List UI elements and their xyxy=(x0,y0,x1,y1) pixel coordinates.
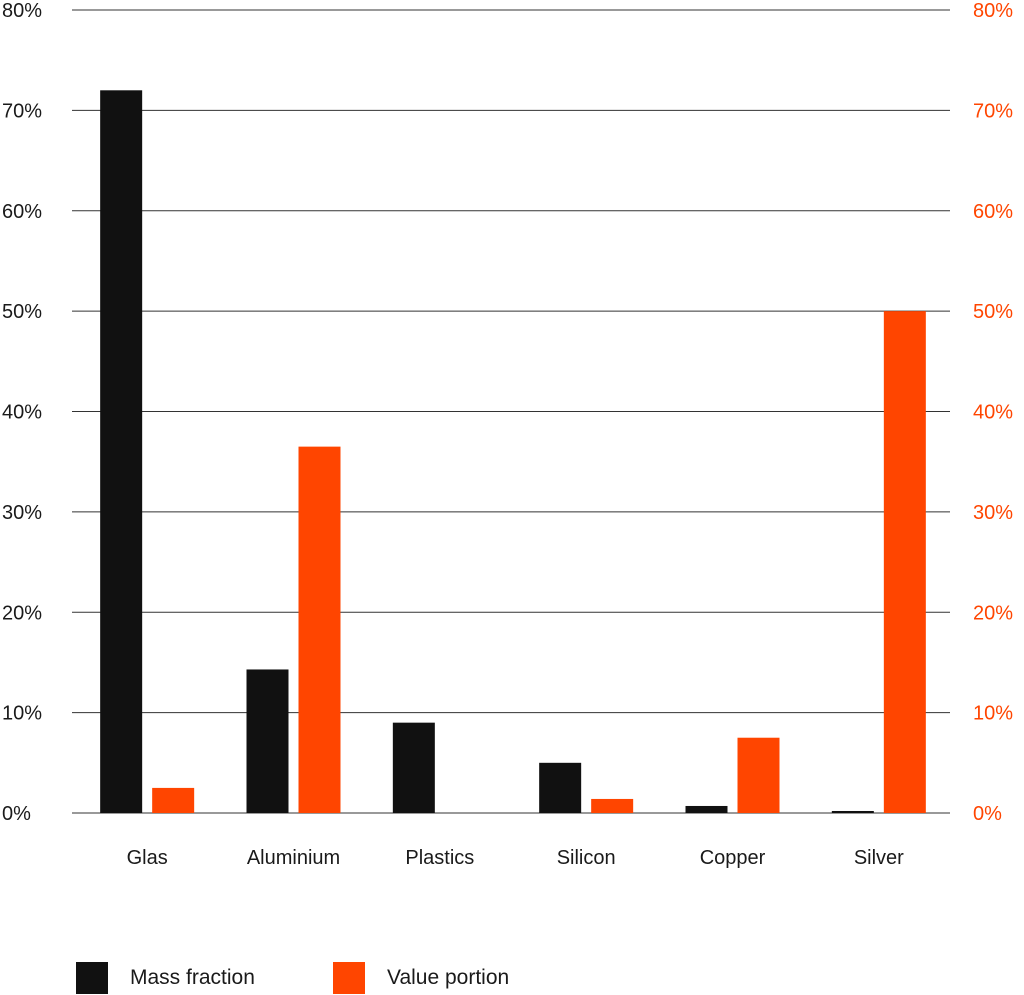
x-category-label: Aluminium xyxy=(247,847,340,869)
legend-swatch-value-portion xyxy=(333,962,365,994)
x-category-label: Copper xyxy=(700,847,766,869)
bar-mass-fraction-silicon xyxy=(539,762,582,813)
x-category-label: Silicon xyxy=(557,847,616,869)
y-tick-label-right: 60% xyxy=(973,201,1013,223)
bar-mass-fraction-glas xyxy=(100,90,143,814)
x-category-label: Glas xyxy=(127,847,168,869)
y-tick-label-right: 80% xyxy=(973,0,1013,22)
y-tick-label-right: 30% xyxy=(973,502,1013,524)
y-tick-label-right: 20% xyxy=(973,602,1013,624)
y-tick-label-left: 50% xyxy=(2,301,42,323)
bar-value-portion-glas xyxy=(152,787,195,813)
y-tick-label-left: 70% xyxy=(2,100,42,122)
y-tick-label-left: 80% xyxy=(2,0,42,22)
y-tick-label-right: 70% xyxy=(973,100,1013,122)
bar-value-portion-silicon xyxy=(591,798,634,813)
legend-swatch-mass-fraction xyxy=(76,962,108,994)
y-tick-label-right: 10% xyxy=(973,703,1013,725)
y-tick-label-left: 30% xyxy=(2,502,42,524)
legend-label-mass-fraction: Mass fraction xyxy=(130,966,255,989)
y-tick-label-left: 10% xyxy=(2,703,42,725)
bar-value-portion-silver xyxy=(883,311,926,813)
legend-label-value-portion: Value portion xyxy=(387,966,510,989)
y-tick-label-right: 0% xyxy=(973,803,1002,825)
legend-item-mass-fraction: Mass fraction xyxy=(76,962,255,994)
bar-value-portion-copper xyxy=(737,737,780,813)
y-tick-label-left: 40% xyxy=(2,402,42,424)
bar-mass-fraction-aluminium xyxy=(246,669,289,813)
y-tick-label-right: 40% xyxy=(973,402,1013,424)
y-tick-label-left: 60% xyxy=(2,201,42,223)
bar-mass-fraction-silver xyxy=(831,810,874,813)
legend-item-value-portion: Value portion xyxy=(333,962,509,994)
y-tick-label-left: 0% xyxy=(2,803,31,825)
bar-mass-fraction-copper xyxy=(685,805,728,813)
x-category-label: Silver xyxy=(854,847,904,869)
bar-value-portion-aluminium xyxy=(298,446,341,813)
x-category-label: Plastics xyxy=(405,847,474,869)
y-tick-label-right: 50% xyxy=(973,301,1013,323)
y-tick-label-left: 20% xyxy=(2,602,42,624)
bar-mass-fraction-plastics xyxy=(392,722,435,813)
